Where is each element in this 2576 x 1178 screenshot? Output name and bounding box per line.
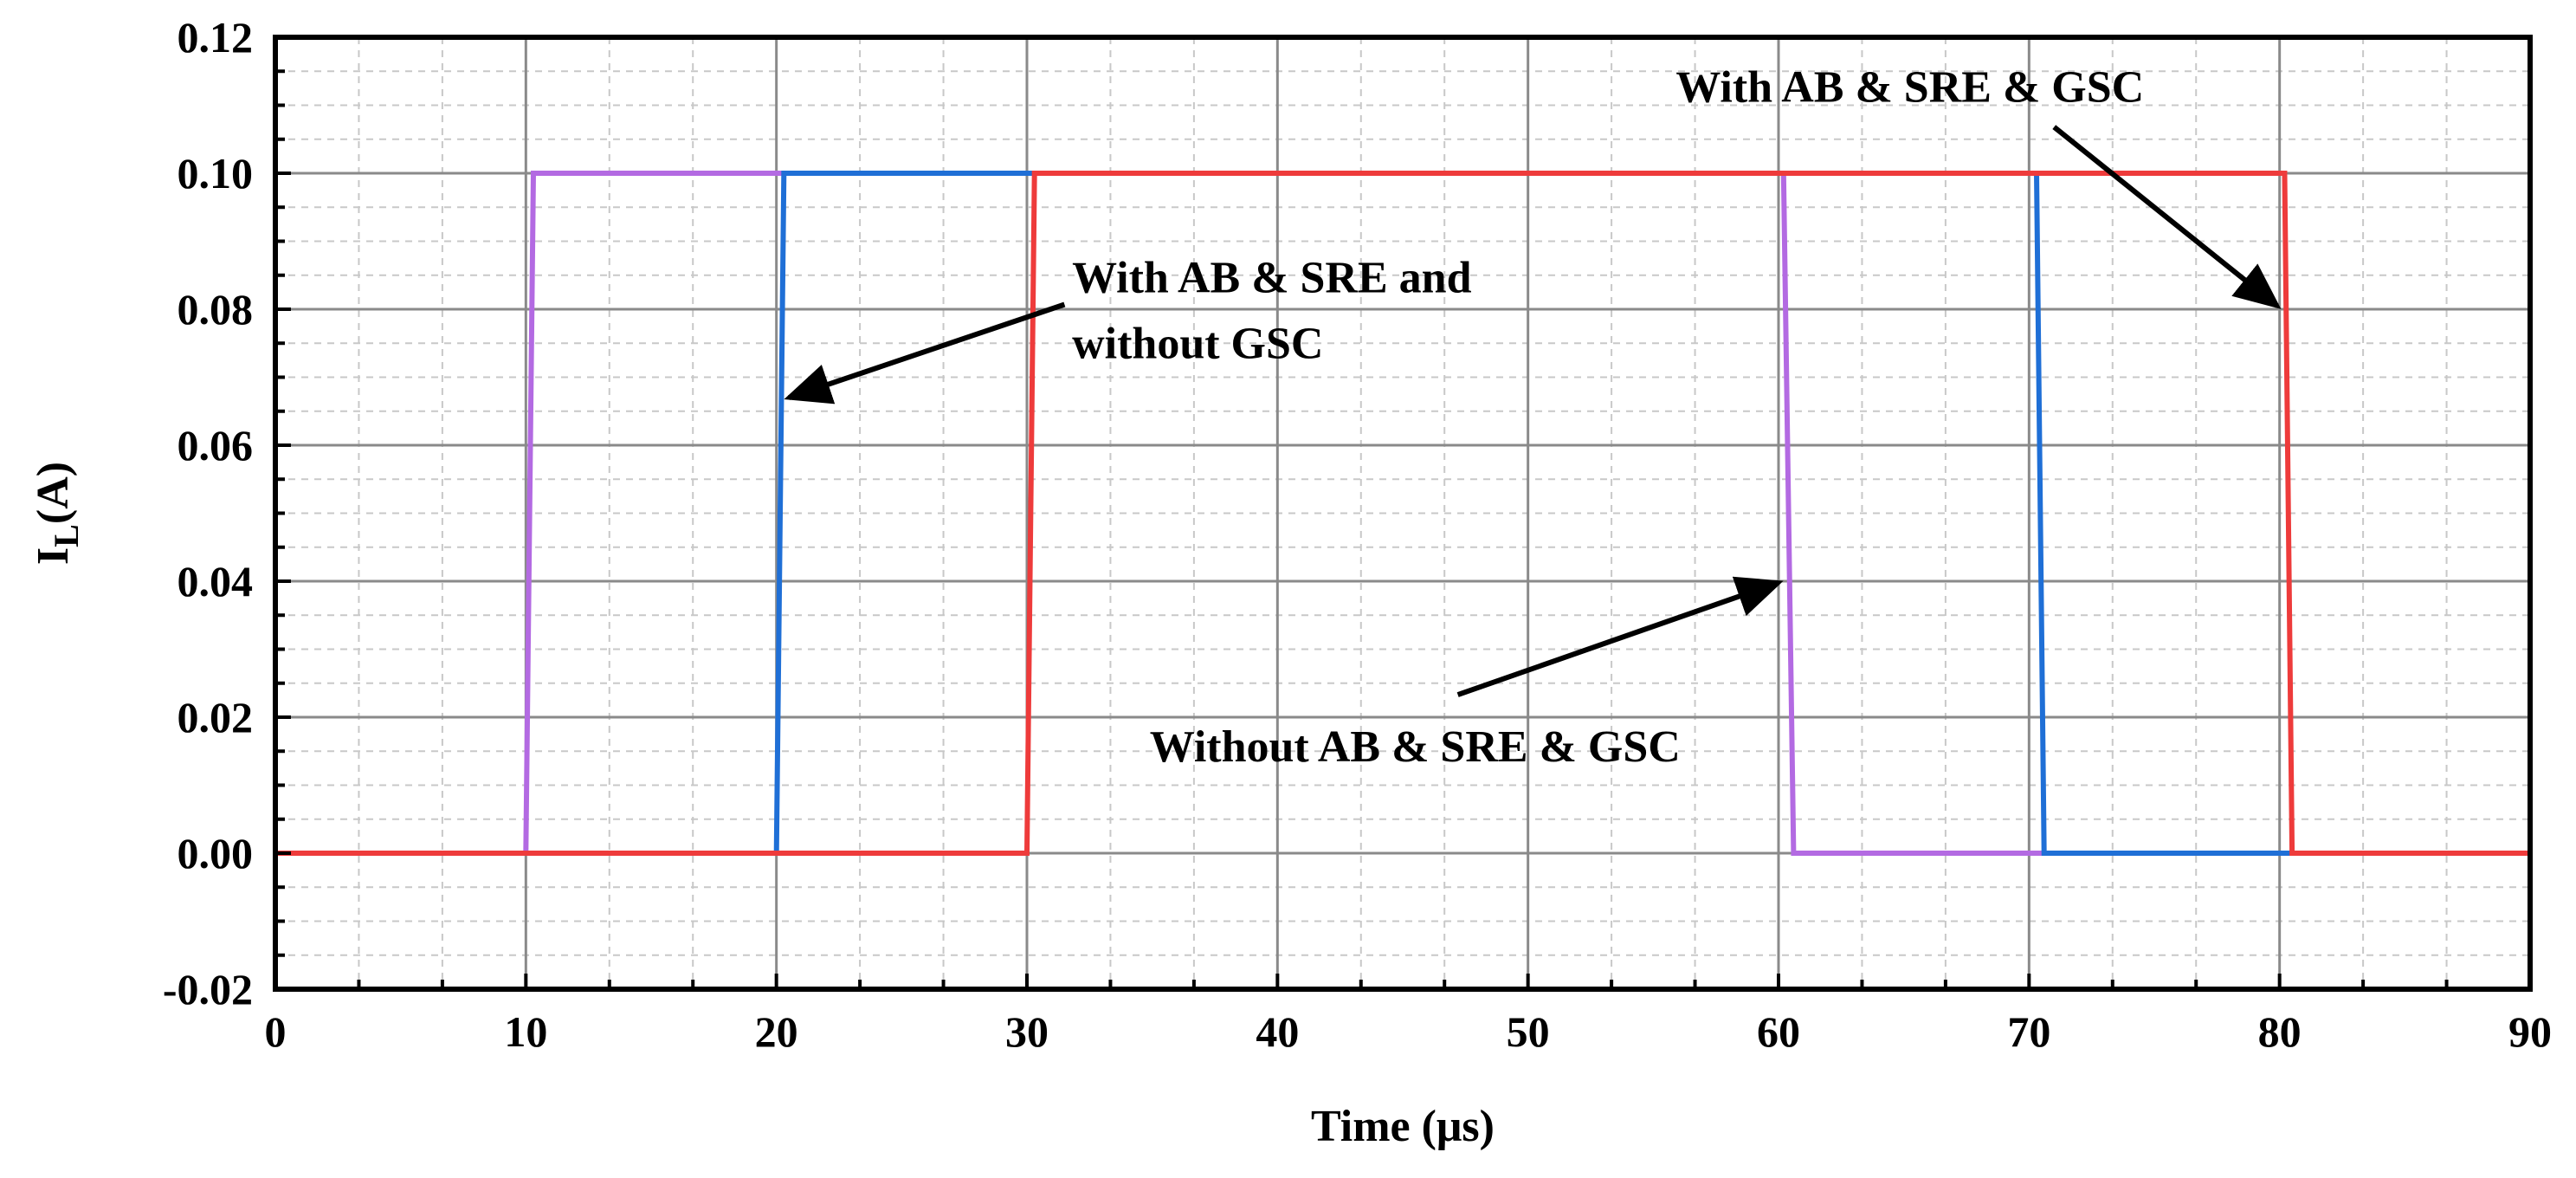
y-tick-label: 0.12 xyxy=(178,13,254,61)
x-tick-label: 10 xyxy=(504,1007,547,1056)
annotations: With AB & SRE and without GSC With AB & SR… xyxy=(784,63,2282,772)
x-tick-label: 60 xyxy=(1757,1007,1800,1056)
annotation-arrow-2 xyxy=(2052,125,2282,309)
y-tick-label: 0.04 xyxy=(178,557,254,605)
x-tick-label: 70 xyxy=(2007,1007,2050,1056)
y-axis-title-main: I xyxy=(29,547,78,565)
annotation-label-1: With AB & SRE and xyxy=(1072,253,1472,302)
y-axis-title-subscript: L xyxy=(47,524,86,547)
series-line-3 xyxy=(275,171,2530,856)
annotation-arrow-1 xyxy=(784,301,1066,405)
annotation-label-3: Without AB & SRE & GSC xyxy=(1150,722,1681,772)
y-tick-labels: -0.02 0.00 0.02 0.04 0.06 0.08 0.10 0.12 xyxy=(163,13,253,1013)
x-tick-label: 20 xyxy=(755,1007,798,1056)
x-tick-label: 40 xyxy=(1256,1007,1299,1056)
annotation-label-2: With AB & SRE & GSC xyxy=(1675,63,2144,113)
x-tick-label: 0 xyxy=(265,1007,287,1056)
x-tick-label: 90 xyxy=(2508,1007,2552,1056)
y-tick-label: 0.08 xyxy=(178,285,254,333)
x-tick-labels: 0 10 20 30 40 50 60 70 80 90 xyxy=(265,1007,2553,1056)
y-axis-title: IL(A) xyxy=(29,462,86,565)
tick-marks xyxy=(274,36,2532,991)
annotation-label-1: without GSC xyxy=(1072,319,1323,368)
y-tick-label: 0.06 xyxy=(178,421,254,469)
x-axis-title: Time (μs) xyxy=(1311,1102,1495,1151)
series-layer xyxy=(275,171,2530,856)
y-axis-title-suffix: (A) xyxy=(29,462,78,524)
y-tick-label: 0.00 xyxy=(178,829,254,877)
y-tick-label: 0.10 xyxy=(178,149,254,197)
x-tick-label: 50 xyxy=(1507,1007,1550,1056)
y-tick-label: 0.02 xyxy=(178,693,254,741)
y-tick-label: -0.02 xyxy=(163,965,253,1013)
x-tick-label: 30 xyxy=(1005,1007,1049,1056)
annotation-arrow-3 xyxy=(1456,576,1784,697)
x-tick-label: 80 xyxy=(2258,1007,2302,1056)
